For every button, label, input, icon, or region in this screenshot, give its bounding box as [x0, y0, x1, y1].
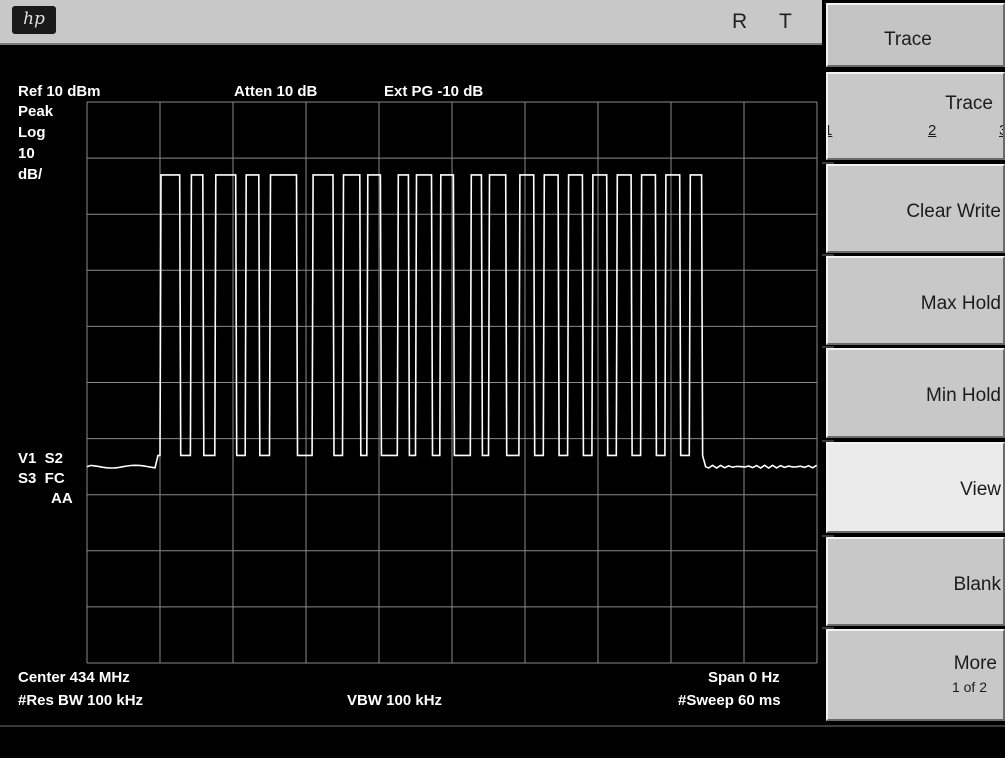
view-key[interactable]: View [826, 442, 1005, 533]
attenuation-label: Atten 10 dB [234, 83, 318, 100]
trace-option-3: 3 [999, 122, 1003, 139]
vbw-label: VBW 100 kHz [347, 692, 443, 709]
max-hold-label: Max Hold [920, 293, 1001, 314]
sweep-time-label: #Sweep 60 ms [678, 692, 781, 709]
min-hold-key[interactable]: Min Hold [826, 348, 1005, 438]
softkey-divider [822, 535, 834, 537]
status-flags-row1: V1 S2 [18, 450, 64, 467]
more-page-label: 1 of 2 [951, 679, 987, 695]
remote-indicator: R [732, 10, 748, 33]
ref-level-label: Ref 10 dBm [18, 83, 101, 100]
clear-write-label: Clear Write [906, 201, 1001, 222]
softkey-divider [822, 627, 834, 629]
blank-key[interactable]: Blank [826, 537, 1005, 626]
status-flags-row2: S3 FC [18, 470, 65, 487]
res-bw-label: #Res BW 100 kHz [18, 692, 144, 709]
hp-logo: hp [12, 6, 56, 34]
trace-option-1: 1 [828, 122, 832, 139]
trace-select-label: Trace [945, 93, 993, 114]
span-label: Span 0 Hz [708, 669, 780, 686]
more-label: More [953, 653, 997, 674]
max-hold-key[interactable]: Max Hold [826, 256, 1005, 345]
graticule-grid [86, 101, 818, 664]
trace-line [86, 174, 818, 469]
center-frequency-label: Center 434 MHz [18, 669, 130, 686]
min-hold-label: Min Hold [926, 385, 1001, 406]
softkey-panel: Trace Trace 1 2 3 Clear Write Max Hold M… [822, 0, 1005, 725]
message-line [0, 725, 1005, 758]
more-key[interactable]: More 1 of 2 [826, 629, 1005, 721]
clear-write-key[interactable]: Clear Write [826, 164, 1005, 253]
blank-label: Blank [953, 574, 1001, 595]
softkey-divider [822, 162, 834, 164]
detector-label: Peak [18, 103, 54, 120]
scale-value-label: 10 [18, 145, 35, 162]
trace-display: Ref 10 dBm Atten 10 dB Ext PG -10 dB Pea… [14, 46, 822, 721]
status-bar: hp R T [0, 0, 822, 45]
softkey-divider [822, 254, 834, 256]
view-label: View [960, 479, 1001, 500]
graticule [86, 101, 818, 664]
scale-type-label: Log [18, 124, 46, 141]
softkey-divider [822, 346, 834, 348]
status-flags-row3: AA [51, 490, 73, 507]
menu-title: Trace [826, 3, 1005, 67]
trace-select-key[interactable]: Trace 1 2 3 [826, 72, 1005, 160]
scale-unit-label: dB/ [18, 166, 43, 183]
softkey-divider [822, 440, 834, 442]
trace-option-2: 2 [928, 122, 937, 139]
ext-pg-label: Ext PG -10 dB [384, 83, 484, 100]
trigger-indicator: T [779, 10, 792, 33]
menu-title-label: Trace [884, 29, 932, 50]
